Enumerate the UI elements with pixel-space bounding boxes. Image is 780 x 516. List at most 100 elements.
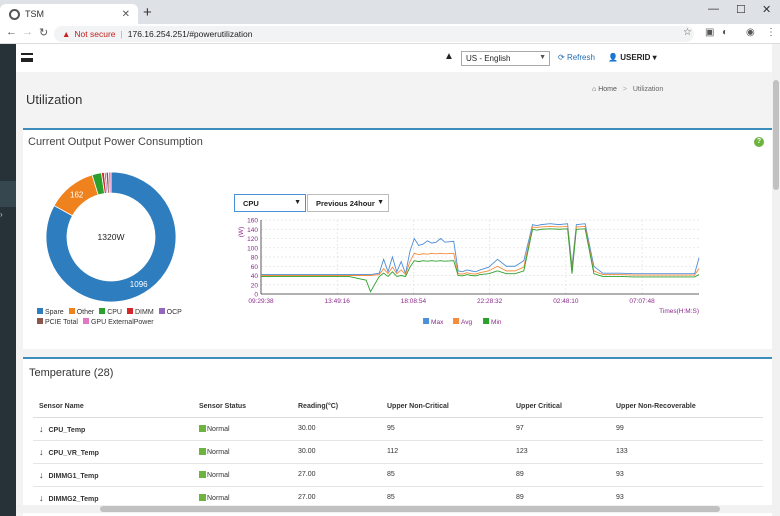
legend-item-other[interactable]: Other (68, 308, 94, 318)
not-secure-label[interactable]: Not secure (74, 29, 116, 39)
url-text[interactable]: 176.16.254.251/#powerutilization (127, 29, 253, 39)
reload-icon[interactable]: ↻ (39, 27, 49, 39)
sensor-arrow-icon[interactable]: ↓ (39, 446, 44, 457)
omnibox[interactable]: ▲ Not secure | 176.16.254.251/#powerutil… (54, 26, 694, 42)
legend-label: CPU (107, 309, 122, 316)
help-icon[interactable]: ? (754, 137, 764, 147)
time-range-select[interactable]: Previous 24hour ▼ (307, 194, 389, 212)
breadcrumb-home[interactable]: Home (598, 86, 617, 93)
value-cell: 112 (381, 440, 510, 464)
legend-item-gpu-externalpower[interactable]: GPU ExternalPower (82, 318, 154, 328)
scrollbar-thumb[interactable] (773, 80, 779, 190)
sensor-name-cell: ↓ CPU_VR_Temp (33, 440, 193, 464)
refresh-button[interactable]: ⟳ Refresh (558, 53, 595, 62)
column-header[interactable]: Upper Non-Recoverable (610, 397, 763, 418)
value-cell: 123 (510, 440, 610, 464)
legend-item-cpu[interactable]: CPU (99, 308, 122, 318)
sidebar-expand-icon[interactable]: › (0, 210, 3, 219)
refresh-icon: ⟳ (558, 53, 565, 62)
column-header[interactable]: Upper Non-Critical (381, 397, 510, 418)
status-normal-icon (199, 447, 206, 455)
forward-icon[interactable]: → (22, 26, 33, 38)
minimize-icon[interactable]: — (708, 3, 719, 15)
y-tick-label: 140 (247, 227, 258, 234)
sensor-status-cell: Normal (193, 463, 292, 487)
component-select[interactable]: CPU ▼ (234, 194, 306, 212)
column-header[interactable]: Sensor Name (33, 397, 193, 418)
warning-icon: ▲ (62, 29, 71, 39)
user-menu[interactable]: 👤 USERID ▾ (608, 53, 657, 62)
new-tab-button[interactable]: + (143, 4, 152, 21)
chevron-down-icon: ▼ (539, 54, 546, 61)
legend-label: OCP (166, 309, 182, 316)
y-tick-label: 60 (251, 264, 259, 271)
bookmark-star-icon[interactable]: ☆ (683, 27, 692, 38)
column-header[interactable]: Upper Critical (510, 397, 610, 418)
y-tick-label: 20 (251, 282, 259, 289)
y-axis-label: (W) (238, 227, 245, 237)
power-consumption-panel: Current Output Power Consumption ? 1096 1… (23, 128, 772, 349)
legend-item-spare[interactable]: Spare (37, 308, 64, 318)
sensor-arrow-icon[interactable]: ↓ (39, 423, 44, 434)
temperature-panel: Temperature (28) Sensor Name Sensor Statu… (23, 357, 772, 516)
browser-tab[interactable]: TSM ✕ (0, 4, 138, 24)
x-tick-label: 18:08:54 (401, 298, 427, 305)
status-text: Normal (207, 425, 230, 433)
table-row[interactable]: ↓ DIMMG1_Temp Normal 27.00 85 89 93 (33, 463, 763, 487)
legend-swatch (68, 308, 75, 314)
scrollbar-thumb[interactable] (100, 506, 720, 512)
sensor-name: DIMMG1_Temp (48, 472, 99, 480)
power-line-chart: 0 20 40 60 80 100 120 140 160 09:29:38 13:49:16 18:… (238, 218, 700, 326)
close-window-icon[interactable]: ✕ (762, 4, 772, 16)
y-tick-label: 80 (251, 255, 259, 262)
sidebar-active-item[interactable] (0, 181, 16, 207)
table-row[interactable]: ↓ CPU_VR_Temp Normal 30.00 112 123 133 (33, 440, 763, 464)
donut-slice-gpu-externalpower (108, 171, 112, 194)
extension-icon[interactable]: ▣ (705, 27, 715, 38)
language-value: US - English (466, 54, 511, 63)
x-axis-label: Times(H:M:S) (659, 308, 699, 315)
legend-swatch (126, 308, 133, 314)
slice-value-label: 1096 (130, 280, 148, 289)
temperature-panel-title: Temperature (28) (29, 367, 114, 379)
column-header[interactable]: Sensor Status (193, 397, 292, 418)
legend-item-pcie-total[interactable]: PCIE Total (37, 318, 78, 328)
browser-menu-icon[interactable]: ⋮ (766, 27, 776, 38)
alert-icon[interactable]: ▲ (444, 51, 454, 62)
x-tick-label: 22:28:32 (477, 298, 503, 305)
sensor-name-cell: ↓ DIMMG1_Temp (33, 463, 193, 487)
vertical-scrollbar[interactable] (772, 44, 780, 516)
maximize-icon[interactable]: ☐ (736, 4, 746, 16)
horizontal-scrollbar[interactable] (16, 505, 772, 513)
language-select[interactable]: US - English ▼ (461, 51, 550, 66)
legend-label: DIMM (134, 309, 154, 316)
legend-label-max: Max (431, 319, 444, 326)
temperature-table: Sensor Name Sensor Status Reading(°C) Upper… (33, 397, 763, 510)
address-bar-row: ← → ↻ ▲ Not secure | 176.16.254.251/#pow… (0, 24, 780, 44)
status-normal-icon (199, 493, 206, 501)
sensor-status-cell: Normal (193, 417, 292, 441)
user-icon: 👤 (608, 53, 618, 62)
value-cell: 27.00 (292, 463, 381, 487)
profile-icon[interactable]: ◉ (746, 27, 755, 38)
series-line-min (261, 228, 700, 293)
legend-item-ocp[interactable]: OCP (158, 308, 182, 318)
tab-title: TSM (25, 9, 44, 19)
sidebar: › (0, 44, 16, 516)
value-cell: 95 (381, 417, 510, 441)
table-row[interactable]: ↓ CPU_Temp Normal 30.00 95 97 99 (33, 417, 763, 441)
back-icon[interactable]: ← (6, 26, 17, 38)
hamburger-menu-icon[interactable] (21, 53, 33, 62)
table-row[interactable]: ↓ DIMMG2_Temp Normal 27.00 85 89 93 (33, 486, 763, 510)
legend-item-dimm[interactable]: DIMM (126, 308, 154, 318)
extension-2-icon[interactable]: ◐ (722, 27, 729, 38)
legend-swatch (82, 318, 89, 324)
sensor-arrow-icon[interactable]: ↓ (39, 469, 44, 480)
value-cell: 30.00 (292, 417, 381, 441)
value-cell: 97 (510, 417, 610, 441)
sensor-arrow-icon[interactable]: ↓ (39, 492, 44, 503)
close-tab-icon[interactable]: ✕ (121, 8, 130, 20)
column-header[interactable]: Reading(°C) (292, 397, 381, 418)
y-tick-label: 0 (254, 292, 258, 299)
status-text: Normal (207, 471, 230, 479)
